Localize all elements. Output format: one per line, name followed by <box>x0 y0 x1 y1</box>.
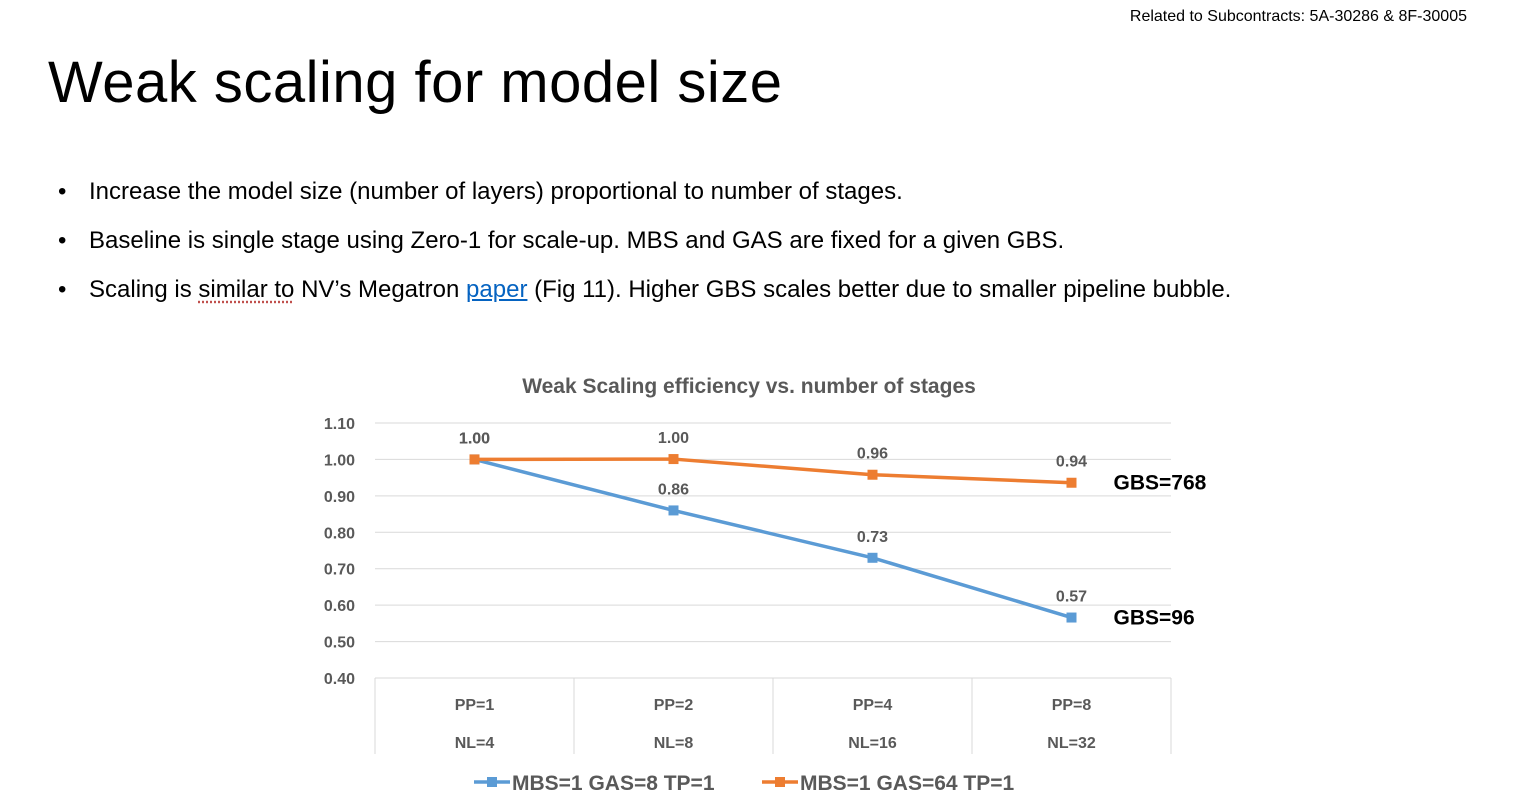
data-label: 1.00 <box>459 430 490 447</box>
series-line <box>474 457 1073 620</box>
subcontract-note: Related to Subcontracts: 5A-30286 & 8F-3… <box>1129 8 1467 25</box>
gbs-annotation: GBS=768 <box>1114 472 1207 495</box>
chart-legend: MBS=1 GAS=8 TP=1 MBS=1 GAS=64 TP=1 <box>474 772 1015 795</box>
bullet-1: Increase the model size (number of layer… <box>58 172 1231 221</box>
data-label: 1.00 <box>459 430 490 447</box>
data-label: 0.57 <box>1056 589 1087 606</box>
legend-label: MBS=1 GAS=8 TP=1 <box>512 772 715 795</box>
bullet-3: Scaling is similar to NV’s Megatron pape… <box>58 270 1231 319</box>
slide-title: Weak scaling for model size <box>48 50 783 115</box>
data-label: 1.00 <box>658 430 689 447</box>
y-tick-label: 0.90 <box>324 489 355 506</box>
y-tick-label: 0.50 <box>324 635 355 652</box>
data-point <box>867 552 878 563</box>
x-category-label: PP=1 <box>455 697 495 714</box>
y-tick-label: 0.40 <box>324 671 355 688</box>
data-label: 0.94 <box>1056 454 1087 471</box>
gbs-annotation: GBS=96 <box>1114 607 1195 630</box>
bullet-3-mid: NV’s Megatron <box>294 276 467 303</box>
data-point <box>867 469 878 480</box>
bullet-list: Increase the model size (number of layer… <box>58 172 1231 319</box>
y-tick-label: 0.60 <box>324 598 355 615</box>
y-tick-label: 0.70 <box>324 562 355 579</box>
series-lines <box>469 454 1077 623</box>
bullet-3-suffix: (Fig 11). Higher GBS scales better due t… <box>527 276 1232 303</box>
y-axis-ticks: 0.40 0.50 0.60 0.70 0.80 0.90 1.00 1.10 <box>324 416 355 688</box>
chart-title: Weak Scaling efficiency vs. number of st… <box>522 375 976 398</box>
x-axis-table: PP=1 NL=4 PP=2 NL=8 PP=4 NL=16 PP=8 NL=32 <box>374 677 1172 754</box>
legend-swatch-marker <box>487 777 497 787</box>
bullet-3-spellcheck: similar to <box>198 276 295 303</box>
data-point <box>1066 477 1077 488</box>
x-category-label: PP=2 <box>654 697 694 714</box>
legend-swatch-marker <box>775 777 785 787</box>
series-line <box>474 457 1072 485</box>
x-category-label: PP=8 <box>1052 697 1092 714</box>
x-subcategory-label: NL=8 <box>654 735 694 752</box>
data-point <box>1066 612 1077 623</box>
y-tick-label: 1.00 <box>324 452 355 469</box>
data-label: 0.96 <box>857 446 888 463</box>
paper-link[interactable]: paper <box>466 276 528 303</box>
data-point <box>668 505 679 516</box>
data-label: 0.86 <box>658 481 689 498</box>
x-category-label: PP=4 <box>853 697 893 714</box>
legend-label: MBS=1 GAS=64 TP=1 <box>800 772 1015 795</box>
data-label: 0.73 <box>857 529 888 546</box>
x-subcategory-label: NL=16 <box>848 735 897 752</box>
y-tick-label: 1.10 <box>324 416 355 433</box>
y-tick-label: 0.80 <box>324 525 355 542</box>
x-subcategory-label: NL=4 <box>455 735 495 752</box>
gridlines <box>375 422 1171 643</box>
bullet-2: Baseline is single stage using Zero-1 fo… <box>58 221 1231 270</box>
x-subcategory-label: NL=32 <box>1047 735 1096 752</box>
bullet-3-prefix: Scaling is <box>89 276 199 303</box>
data-point <box>469 454 480 465</box>
data-point <box>668 454 679 465</box>
